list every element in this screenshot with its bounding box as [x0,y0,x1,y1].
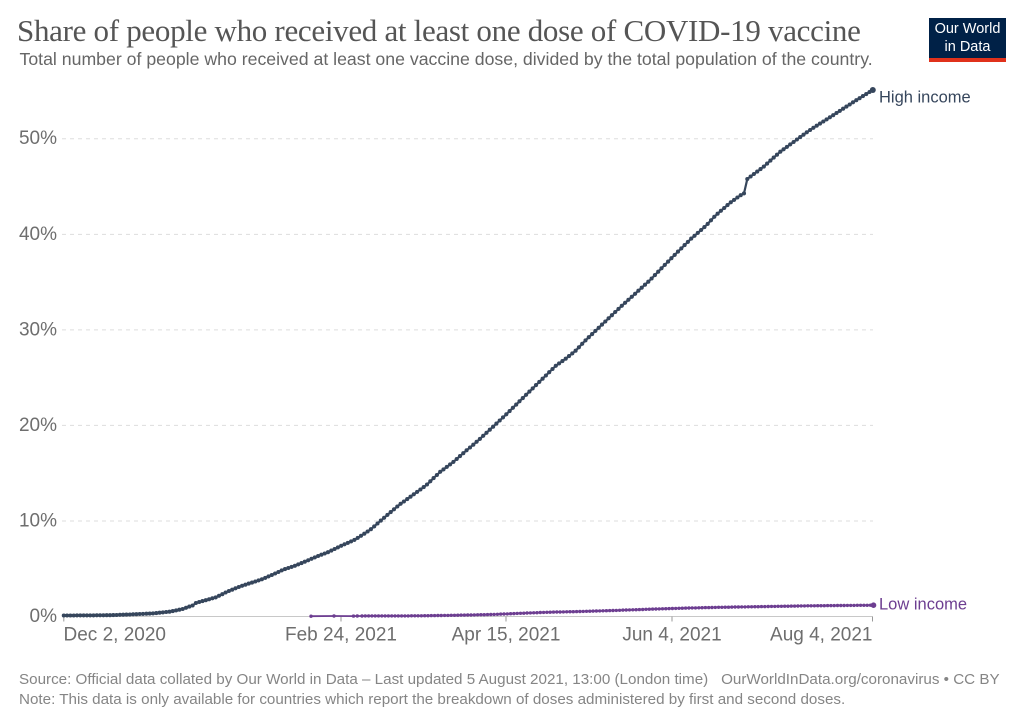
svg-text:50%: 50% [19,128,57,149]
svg-text:Feb 24, 2021: Feb 24, 2021 [285,625,397,646]
svg-text:Dec 2, 2020: Dec 2, 2020 [64,625,166,646]
svg-text:20%: 20% [19,415,57,436]
svg-text:High income: High income [879,89,971,107]
svg-text:Apr 15, 2021: Apr 15, 2021 [452,625,561,646]
svg-text:10%: 10% [19,510,57,531]
svg-text:0%: 0% [30,606,58,627]
svg-text:Low income: Low income [879,596,967,614]
svg-text:Jun 4, 2021: Jun 4, 2021 [622,625,721,646]
svg-text:30%: 30% [19,319,57,340]
svg-text:40%: 40% [19,224,57,245]
svg-text:Aug 4, 2021: Aug 4, 2021 [770,625,872,646]
